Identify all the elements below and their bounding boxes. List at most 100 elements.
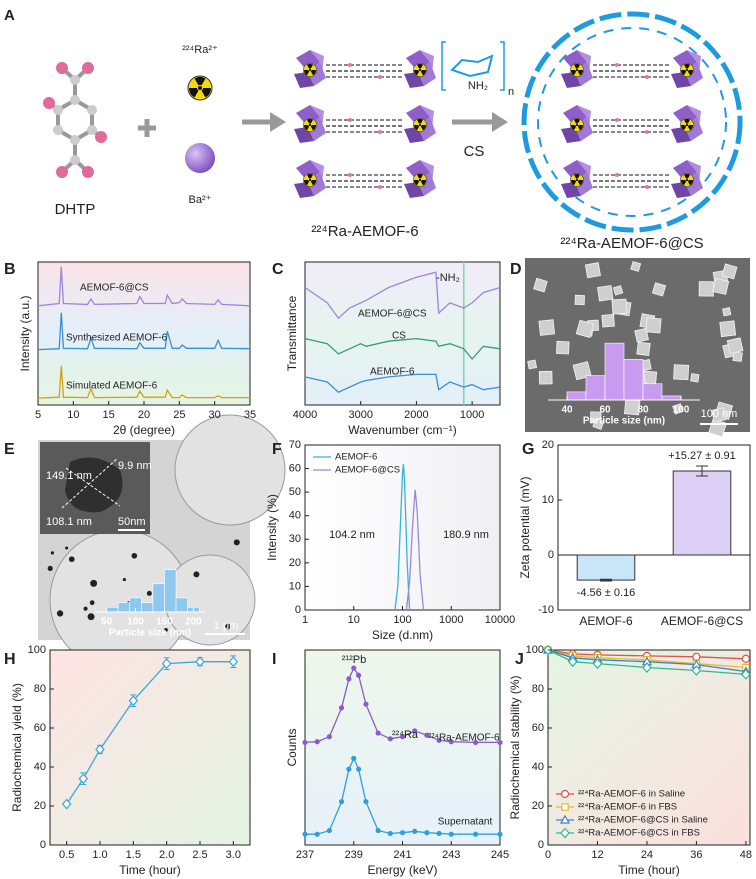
legend-label: ²²⁴Ra-AEMOF-6@CS in FBS: [578, 828, 700, 839]
marker: [741, 654, 750, 663]
histogram-bar: [164, 569, 177, 613]
y-tick-label: 40: [532, 761, 544, 773]
error-bar: [696, 465, 708, 477]
marker: [642, 662, 652, 673]
particle: [732, 351, 743, 362]
series-label: AEMOF-6@CS: [358, 309, 427, 320]
marker: [228, 656, 239, 668]
y-tick-label: 10: [542, 494, 554, 506]
series-line: [547, 649, 746, 676]
particle: [131, 552, 138, 559]
y-axis-label: Intensity (a.u.): [18, 295, 32, 371]
marker: [412, 728, 418, 734]
x-tick-label: 20: [138, 409, 150, 421]
y-tick-label: 40: [289, 510, 301, 522]
plot-frame: [37, 261, 251, 406]
particle: [584, 262, 601, 279]
x-tick-label: 0: [545, 849, 551, 861]
x-tick-label: 1000: [439, 614, 463, 626]
particle: [527, 359, 538, 370]
particle: [89, 600, 95, 606]
atoms: [43, 62, 107, 178]
marker: [497, 739, 503, 746]
marker: [592, 658, 603, 670]
histogram-bar: [117, 602, 131, 613]
panel-label: G: [522, 441, 534, 458]
particle: [47, 565, 53, 571]
particle: [651, 282, 667, 297]
particle: [722, 307, 732, 317]
marker: [412, 828, 418, 834]
arrow: [242, 112, 286, 132]
x-tick-label: 245: [491, 849, 509, 861]
mof-coated: [561, 50, 703, 198]
marker: [326, 827, 332, 834]
histogram-bar: [661, 395, 682, 401]
x-axis-label: 2θ (degree): [113, 423, 175, 437]
annotation: 180.9 nm: [443, 529, 489, 541]
x-tick-label: 237: [296, 849, 314, 861]
marker: [346, 766, 352, 772]
series-label: AEMOF-6@CS: [80, 283, 149, 294]
tem-features: [47, 414, 286, 671]
y-tick-label: 0: [538, 839, 544, 851]
dhtp-label: DHTP: [55, 201, 96, 218]
x-tick-label: 2.0: [159, 849, 174, 861]
y-tick-label: 80: [34, 683, 46, 695]
annotation: 100 nm: [701, 408, 738, 420]
x-tick-label: 80: [637, 405, 649, 416]
x-tick-label: 60: [599, 405, 611, 416]
x-tick-label: 1: [302, 614, 308, 626]
marker: [128, 695, 139, 707]
series-line: [304, 337, 501, 361]
marker: [473, 739, 479, 746]
bar: [576, 554, 636, 581]
panel-label: D: [510, 261, 522, 278]
series-line: [37, 266, 251, 307]
x-tick-label: 2.5: [192, 849, 207, 861]
marker: [351, 665, 357, 671]
particle: [601, 314, 615, 328]
series-line: [37, 312, 251, 351]
bar: [672, 470, 732, 556]
x-tick-label: 35: [244, 409, 256, 421]
x-tick-label: 241: [393, 849, 411, 861]
particle: [50, 551, 55, 555]
particle: [612, 285, 624, 296]
marker: [314, 831, 320, 837]
annotation: 104.2 nm: [329, 529, 375, 541]
y-tick-label: 50: [289, 486, 301, 498]
particle: [721, 263, 738, 280]
particle: [634, 327, 649, 343]
marker: [61, 798, 72, 810]
x-axis-label: Particle size (nm): [109, 628, 191, 639]
x-tick-label: 25: [173, 409, 185, 421]
x-tick-label: 3.0: [226, 849, 241, 861]
ra-ion: ²²⁴Ra²⁺: [182, 44, 218, 56]
marker: [741, 668, 751, 680]
particle: [538, 319, 556, 336]
plot-frame: [304, 261, 501, 406]
particle: [611, 298, 628, 315]
x-tick-label: 24: [641, 849, 653, 861]
marker: [356, 766, 362, 772]
series-line: [547, 649, 746, 660]
x-axis-label: Energy (keV): [367, 863, 437, 877]
legend-label: ²²⁴Ra-AEMOF-6 in FBS: [578, 802, 677, 813]
x-tick-label: 4000: [293, 409, 317, 421]
particle: [672, 403, 684, 415]
x-axis-label: Wavenumber (cm⁻¹): [348, 423, 457, 437]
marker: [363, 701, 369, 707]
particle: [225, 623, 231, 630]
y-tick-label: 100: [28, 644, 46, 656]
series-line: [405, 489, 425, 611]
marker: [497, 831, 503, 837]
y-axis-label: Counts: [285, 728, 299, 766]
arrow: [452, 112, 508, 132]
x-tick-label: 40: [561, 405, 573, 416]
marker: [363, 799, 369, 805]
vesicle: [174, 414, 286, 526]
series-label: Simulated AEMOF-6: [66, 381, 158, 392]
particle: [233, 539, 240, 546]
x-tick-label: 10: [67, 409, 79, 421]
